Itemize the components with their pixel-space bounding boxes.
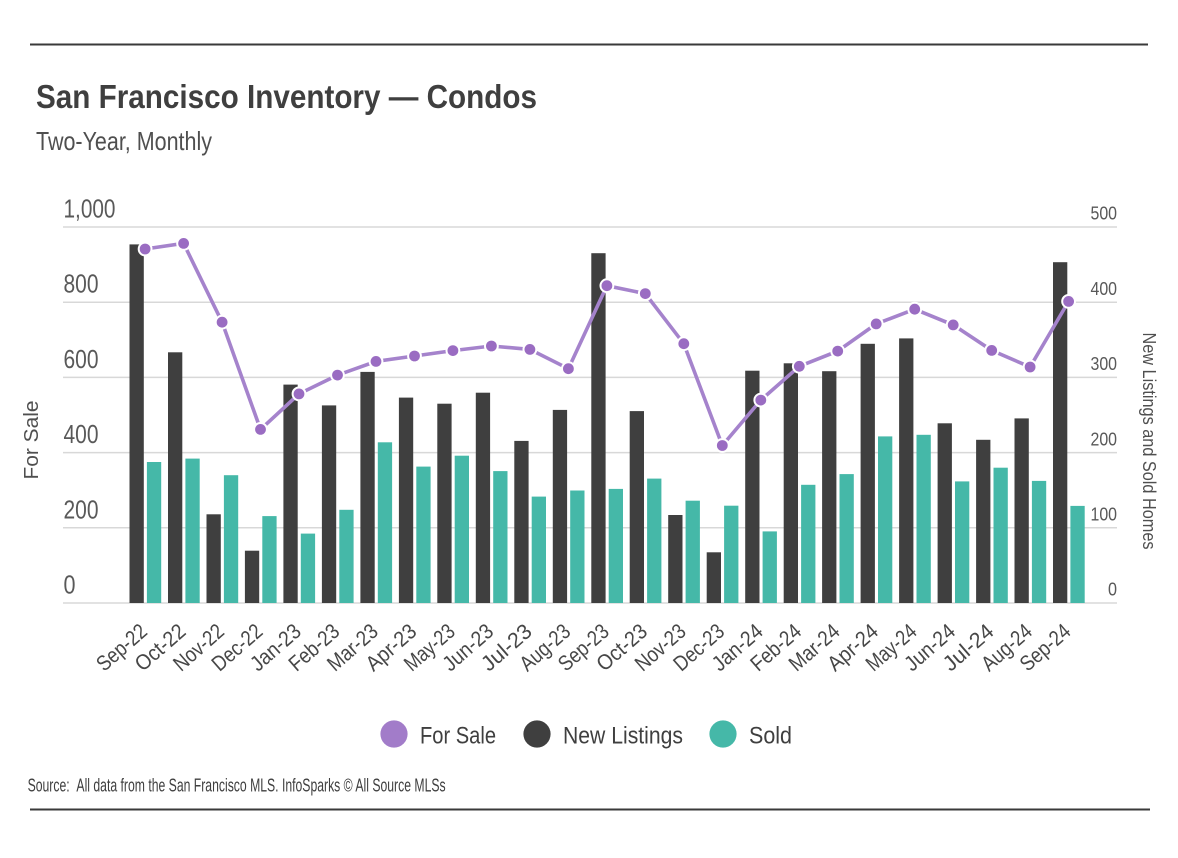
svg-text:600: 600 — [64, 344, 99, 374]
svg-text:San Francisco Inventory — Cond: San Francisco Inventory — Condos — [36, 78, 537, 115]
svg-text:Source: All data from the San: Source: All data from the San Francisco … — [28, 776, 446, 796]
svg-text:Sold: Sold — [749, 723, 792, 750]
svg-text:400: 400 — [1091, 278, 1118, 299]
svg-text:New Listings: New Listings — [563, 723, 683, 750]
svg-text:For Sale: For Sale — [420, 723, 496, 750]
svg-text:0: 0 — [64, 570, 76, 600]
svg-text:300: 300 — [1091, 353, 1118, 374]
svg-text:New Listings and Sold Homes: New Listings and Sold Homes — [1139, 333, 1159, 550]
svg-text:200: 200 — [64, 494, 99, 524]
svg-text:800: 800 — [64, 269, 99, 299]
svg-text:1,000: 1,000 — [64, 194, 116, 224]
svg-text:400: 400 — [64, 419, 99, 449]
svg-text:0: 0 — [1108, 579, 1117, 600]
svg-text:Two-Year, Monthly: Two-Year, Monthly — [36, 126, 212, 156]
svg-text:100: 100 — [1091, 504, 1118, 525]
svg-text:500: 500 — [1091, 203, 1118, 224]
svg-text:For Sale: For Sale — [21, 401, 43, 480]
svg-text:200: 200 — [1091, 428, 1118, 449]
